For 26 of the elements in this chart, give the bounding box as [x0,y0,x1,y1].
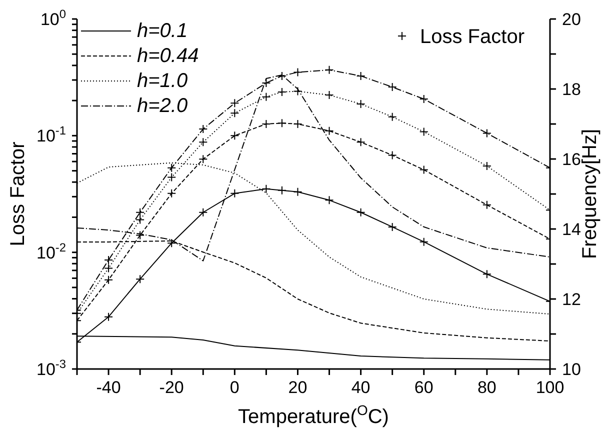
y-tick-label: 10$^{0}$ [40,7,66,29]
y2-tick-label: 14 [562,220,581,239]
x-tick-label: 20 [288,378,308,397]
x-tick-label: 100 [536,378,564,397]
y2-tick-label: 20 [562,10,581,29]
x-tick-label: -40 [96,378,121,397]
x-tick-label: 40 [351,378,370,397]
y2-tick-label: 18 [562,80,581,99]
annotation: Loss Factor [420,26,525,48]
y2-tick-label: 10 [562,360,581,379]
y-tick-label: 10$^{-2}$ [36,240,66,262]
y2-axis-title: Frequency[Hz] [579,128,601,260]
x-tick-label: 80 [477,378,496,397]
legend-label: h=0.1 [137,20,188,42]
legend-label: h=0.44 [137,45,199,67]
x-tick-label: -20 [159,378,184,397]
legend-label: h=2.0 [137,95,188,117]
legend-label: h=1.0 [137,70,188,92]
y-axis-title: Loss Factor [7,141,29,246]
y-tick-label: 10$^{-3}$ [36,357,66,379]
x-tick-label: 0 [230,378,240,397]
x-tick-label: 60 [414,378,434,397]
x-axis-title: Temperature($^{O}$C) [238,402,389,428]
y2-tick-label: 16 [562,150,581,169]
y2-tick-label: 12 [562,290,581,309]
y-tick-label: 10$^{-1}$ [36,124,66,146]
